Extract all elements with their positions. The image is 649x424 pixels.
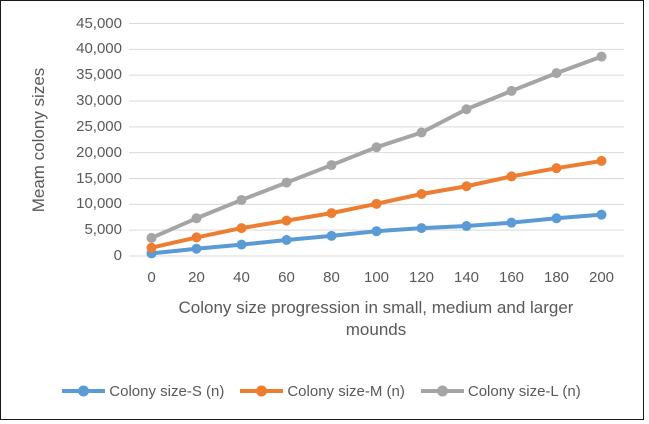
legend-item-3: Colony size-L (n) xyxy=(420,382,581,400)
legend: Colony size-S (n) Colony size-M (n) Colony… xyxy=(0,380,643,402)
data-point-marker xyxy=(506,217,517,228)
data-point-marker xyxy=(281,177,292,188)
data-point-marker xyxy=(191,243,202,254)
legend-label: Colony size-S (n) xyxy=(109,382,225,400)
x-tick-label: 60 xyxy=(278,269,295,286)
x-axis-title: Colony size progression in small, medium… xyxy=(178,298,574,339)
y-tick-label: 45,000 xyxy=(76,14,122,32)
y-tick-label: 10,000 xyxy=(76,195,122,213)
y-tick-label: 30,000 xyxy=(76,92,122,109)
legend-label: Colony size-M (n) xyxy=(287,382,405,400)
data-point-marker xyxy=(551,68,562,79)
data-point-marker xyxy=(326,160,337,171)
data-point-marker xyxy=(371,198,382,209)
x-tick-label: 80 xyxy=(323,269,340,286)
x-tick-label: 20 xyxy=(188,269,205,286)
data-point-marker xyxy=(236,194,247,205)
y-tick-label: 35,000 xyxy=(76,66,122,84)
y-tick-label: 20,000 xyxy=(76,143,122,161)
legend-item-2: Colony size-M (n) xyxy=(240,383,405,400)
data-point-marker xyxy=(416,223,427,234)
data-point-marker xyxy=(371,226,382,237)
data-point-marker xyxy=(596,155,607,166)
data-point-marker xyxy=(146,242,157,253)
data-point-marker xyxy=(551,163,562,174)
x-tick-label: 40 xyxy=(233,269,250,286)
data-point-marker xyxy=(506,85,517,96)
data-point-marker xyxy=(506,171,517,182)
data-point-marker xyxy=(416,189,427,199)
legend-item-1: Colony size-S (n) xyxy=(62,383,224,400)
x-tick-label: 0 xyxy=(147,269,156,286)
y-tick-label: 5,000 xyxy=(84,221,122,239)
x-tick-label: 180 xyxy=(543,269,570,286)
data-point-marker xyxy=(236,223,247,234)
data-point-marker xyxy=(596,51,607,62)
data-point-marker xyxy=(191,232,202,243)
x-tick-label: 200 xyxy=(588,269,615,286)
legend-line-marker-icon xyxy=(420,385,464,397)
data-point-marker xyxy=(461,221,472,232)
legend-label: Colony size-L (n) xyxy=(467,382,581,400)
data-point-marker xyxy=(596,209,607,220)
x-tick-label: 140 xyxy=(453,269,480,286)
data-point-marker xyxy=(191,213,202,224)
x-tick-label: 120 xyxy=(408,269,435,286)
x-tick-label: 160 xyxy=(498,269,525,286)
data-point-marker xyxy=(281,234,292,245)
y-tick-label: 40,000 xyxy=(76,40,122,58)
y-tick-label: 0 xyxy=(113,247,122,264)
data-point-marker xyxy=(146,232,157,243)
legend-line-marker-icon xyxy=(240,385,284,397)
data-point-marker xyxy=(236,239,247,250)
data-point-marker xyxy=(416,127,427,138)
data-point-marker xyxy=(326,230,337,241)
data-point-marker xyxy=(326,208,337,219)
x-tick-label: 100 xyxy=(363,269,390,286)
y-axis-title: Meam colony sizes xyxy=(29,67,48,213)
y-tick-label: 15,000 xyxy=(76,169,122,187)
data-point-marker xyxy=(281,215,292,226)
data-point-marker xyxy=(461,181,472,192)
data-point-marker xyxy=(461,104,472,115)
legend-line-marker-icon xyxy=(62,385,106,397)
data-point-marker xyxy=(371,142,382,153)
data-point-marker xyxy=(551,213,562,224)
y-tick-label: 25,000 xyxy=(76,117,122,135)
